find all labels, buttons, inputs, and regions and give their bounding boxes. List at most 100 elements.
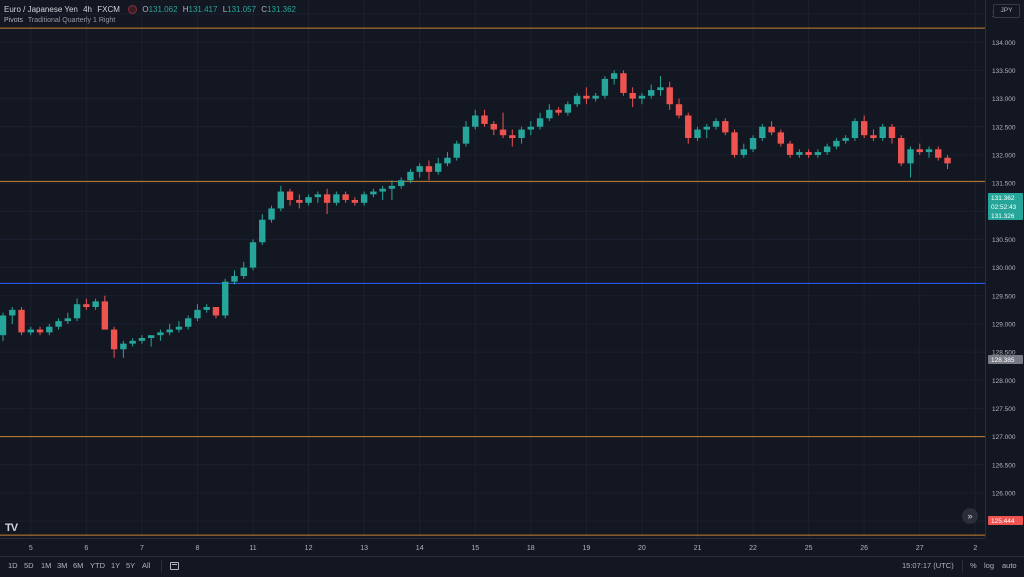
candle[interactable] — [592, 92, 599, 102]
candle[interactable] — [18, 307, 25, 336]
tradingview-logo[interactable]: TV — [5, 522, 18, 534]
candle[interactable] — [860, 115, 868, 139]
candle[interactable] — [870, 129, 877, 141]
candle[interactable] — [46, 323, 53, 336]
candle[interactable] — [407, 169, 414, 184]
candle[interactable] — [573, 92, 581, 108]
candle[interactable] — [851, 118, 859, 141]
candle[interactable] — [9, 307, 16, 324]
candle[interactable] — [379, 185, 386, 200]
candle[interactable] — [481, 109, 488, 127]
candle[interactable] — [722, 118, 729, 136]
candle[interactable] — [898, 135, 905, 167]
candle[interactable] — [212, 307, 220, 319]
candle[interactable] — [749, 135, 757, 153]
candle[interactable] — [240, 261, 247, 279]
candle[interactable] — [814, 149, 822, 158]
candle[interactable] — [314, 191, 322, 203]
candle[interactable] — [833, 138, 840, 150]
candle[interactable] — [110, 326, 118, 358]
timeframe-5d-button[interactable]: 5D — [24, 561, 34, 570]
candle[interactable] — [555, 107, 562, 116]
candle[interactable] — [231, 270, 238, 285]
candle[interactable] — [823, 143, 831, 155]
candle[interactable] — [546, 104, 553, 122]
candle[interactable] — [610, 70, 618, 85]
candle[interactable] — [777, 129, 785, 147]
candle[interactable] — [509, 129, 516, 147]
candle[interactable] — [157, 329, 164, 341]
candle[interactable] — [397, 177, 405, 189]
candle[interactable] — [740, 143, 747, 158]
candle[interactable] — [435, 157, 442, 175]
auto-toggle[interactable]: auto — [1002, 561, 1017, 570]
candle[interactable] — [462, 121, 470, 147]
candle[interactable] — [36, 326, 44, 336]
timeframe-1m-button[interactable]: 1M — [41, 561, 52, 570]
candle[interactable] — [55, 318, 62, 330]
candle[interactable] — [351, 197, 359, 206]
chart-area[interactable]: Euro / Japanese Yen 4h FXCM O131.062 H13… — [0, 0, 985, 538]
candle[interactable] — [388, 180, 396, 200]
candle[interactable] — [472, 109, 479, 130]
candle[interactable] — [73, 298, 81, 322]
candle[interactable] — [768, 121, 775, 136]
candle[interactable] — [759, 123, 766, 141]
candle[interactable] — [194, 304, 201, 322]
candle[interactable] — [805, 149, 812, 158]
candle[interactable] — [490, 121, 497, 136]
timeframe-5y-button[interactable]: 5Y — [126, 561, 136, 570]
candle[interactable] — [629, 87, 636, 108]
candle[interactable] — [323, 188, 331, 215]
candle[interactable] — [638, 92, 646, 105]
candle[interactable] — [648, 84, 655, 99]
candle[interactable] — [527, 121, 535, 136]
candle[interactable] — [703, 123, 710, 139]
candle[interactable] — [916, 143, 923, 155]
price-axis[interactable]: 134.500134.000133.500133.000132.500132.0… — [985, 0, 1024, 538]
candle[interactable] — [453, 140, 460, 161]
candle[interactable] — [129, 338, 136, 347]
timeframe-all-button[interactable]: All — [142, 561, 151, 570]
clock-time[interactable]: 15:07:17 (UTC) — [902, 561, 954, 570]
candle[interactable] — [694, 126, 701, 141]
candle[interactable] — [518, 126, 525, 144]
timeframe-1y-button[interactable]: 1Y — [111, 561, 121, 570]
candle[interactable] — [583, 87, 590, 105]
candle[interactable] — [147, 335, 155, 347]
candle[interactable] — [731, 129, 738, 158]
candle[interactable] — [0, 312, 7, 341]
timeframe-6m-button[interactable]: 6M — [73, 561, 84, 570]
candle[interactable] — [786, 140, 794, 158]
indicator-legend[interactable]: Pivots Traditional Quarterly 1 Right — [4, 17, 115, 24]
candle[interactable] — [879, 123, 886, 141]
symbol-legend[interactable]: Euro / Japanese Yen 4h FXCM O131.062 H13… — [4, 5, 299, 15]
candle[interactable] — [360, 191, 368, 206]
candle[interactable] — [416, 163, 423, 178]
timeframe-1d-button[interactable]: 1D — [8, 561, 18, 570]
candle[interactable] — [907, 146, 914, 178]
candle[interactable] — [333, 191, 340, 206]
candle[interactable] — [685, 112, 692, 144]
candle[interactable] — [249, 239, 257, 271]
candle[interactable] — [796, 149, 803, 158]
candle[interactable] — [657, 76, 664, 96]
candle[interactable] — [203, 304, 210, 313]
candle[interactable] — [222, 278, 229, 319]
candle[interactable] — [101, 295, 109, 330]
candle[interactable] — [425, 160, 433, 181]
candle[interactable] — [185, 315, 192, 330]
candle[interactable] — [888, 123, 896, 144]
time-axis[interactable]: 5 6 7 8 11 12 13 14 15 18 19 20 21 22 25 26 27 2 — [0, 538, 985, 557]
candle[interactable] — [259, 214, 266, 246]
candle[interactable] — [83, 298, 90, 310]
candle[interactable] — [92, 298, 99, 310]
candle[interactable] — [342, 191, 349, 203]
candle[interactable] — [166, 323, 173, 336]
candle[interactable] — [27, 326, 34, 336]
candle[interactable] — [536, 112, 544, 130]
log-toggle[interactable]: log — [984, 561, 995, 570]
percent-toggle[interactable]: % — [970, 561, 977, 570]
timeframe-3m-button[interactable]: 3M — [57, 561, 68, 570]
candle[interactable] — [944, 154, 951, 170]
